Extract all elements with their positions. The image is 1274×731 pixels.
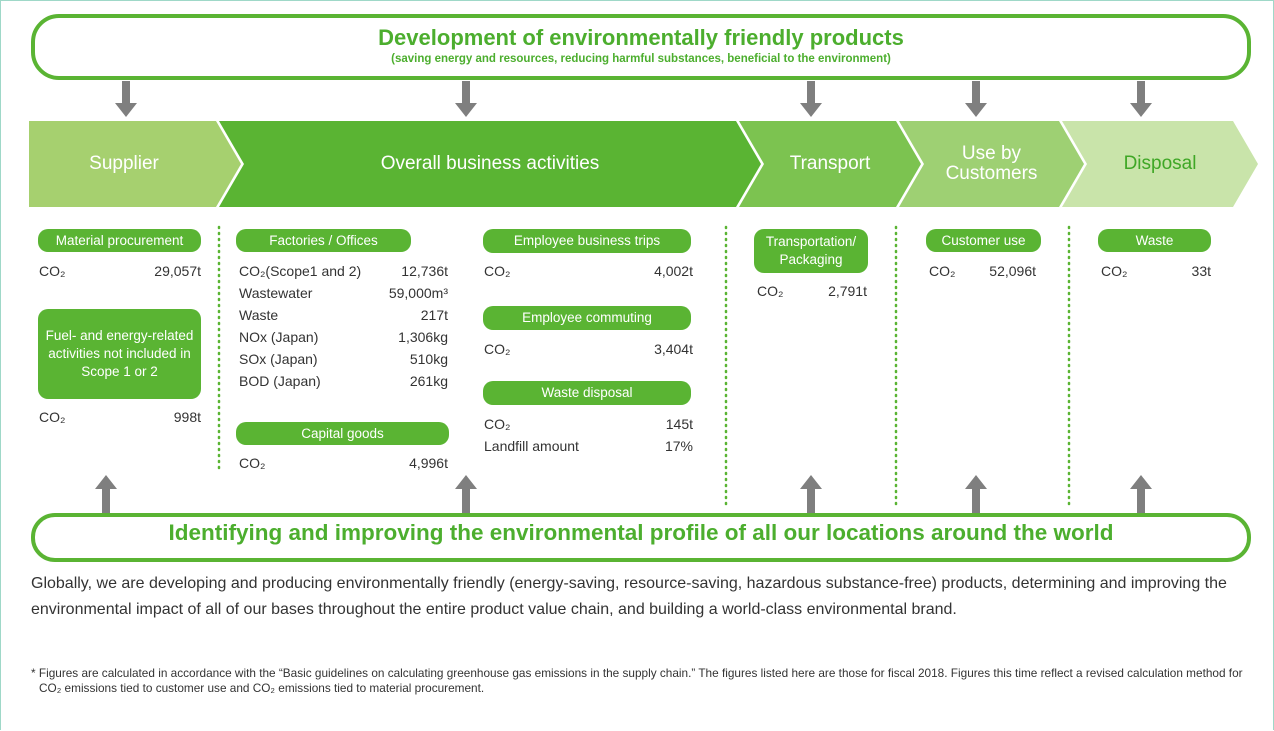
stage-label: Use by Customers xyxy=(945,143,1038,184)
group-label: Waste xyxy=(1098,229,1211,252)
top-title: Development of environmentally friendly … xyxy=(378,25,904,50)
row-name: CO₂ xyxy=(484,416,511,432)
row-name: CO₂ xyxy=(39,409,66,425)
row-name: CO₂(Scope1 and 2) xyxy=(239,263,362,279)
row-value: 3,404t xyxy=(654,341,693,357)
group-label: Transportation/ Packaging xyxy=(754,229,868,273)
row-name: CO₂ xyxy=(39,263,66,279)
group-label: Fuel- and energy-related activities not … xyxy=(38,309,201,399)
row-value: 145t xyxy=(665,416,693,432)
row-name: CO₂ xyxy=(929,263,956,279)
arrow xyxy=(95,475,117,513)
row-name: Waste xyxy=(239,307,279,323)
stage-label: Supplier xyxy=(89,153,159,174)
stage-label: Disposal xyxy=(1123,153,1197,174)
row-name: BOD (Japan) xyxy=(239,373,321,389)
row-value: 52,096t xyxy=(989,263,1036,279)
arrow xyxy=(115,81,137,117)
description: Globally, we are developing and producin… xyxy=(31,575,1227,618)
arrow xyxy=(1130,81,1152,117)
separators xyxy=(217,225,1071,508)
group-label: Waste disposal xyxy=(483,381,691,405)
row-name: CO₂ xyxy=(239,455,266,471)
group-label: Factories / Offices xyxy=(236,229,411,252)
group-label: Material procurement xyxy=(38,229,201,252)
row-value: 12,736t xyxy=(401,263,448,279)
group-label: Employee commuting xyxy=(483,306,691,330)
row-name: CO₂ xyxy=(1101,263,1128,279)
row-name: NOx (Japan) xyxy=(239,329,319,345)
row-name: CO₂ xyxy=(484,341,511,357)
stage-label: Transport xyxy=(789,153,871,174)
chevron xyxy=(1062,121,1258,207)
arrow xyxy=(455,81,477,117)
row-value: 17% xyxy=(664,438,693,454)
row-value: 510kg xyxy=(409,351,448,367)
row-value: 4,996t xyxy=(409,455,448,471)
chevron xyxy=(739,121,921,207)
bottom-banner-text: Identifying and improving the environmen… xyxy=(168,520,1114,545)
row-value: 1,306kg xyxy=(398,329,448,345)
group-label: Employee business trips xyxy=(483,229,691,253)
row-name: CO₂ xyxy=(757,283,784,299)
row-value: 261kg xyxy=(409,373,448,389)
row-value: 33t xyxy=(1191,263,1211,279)
row-value: 998t xyxy=(173,409,201,425)
arrow xyxy=(800,81,822,117)
arrow xyxy=(965,81,987,117)
arrow xyxy=(965,475,987,513)
row-value: 59,000m³ xyxy=(388,285,448,301)
chevrons xyxy=(29,121,1258,207)
stage-label: Overall business activities xyxy=(380,153,600,174)
bottom-banner xyxy=(31,513,1251,562)
chevron xyxy=(219,121,761,207)
top-banner xyxy=(31,14,1251,80)
row-value: 29,057t xyxy=(154,263,201,279)
top-subtitle: (saving energy and resources, reducing h… xyxy=(391,53,891,65)
row-name: Wastewater xyxy=(239,285,313,301)
row-name: SOx (Japan) xyxy=(239,351,318,367)
row-value: 4,002t xyxy=(654,263,693,279)
arrow xyxy=(455,475,477,513)
row-value: 2,791t xyxy=(828,283,867,299)
row-value: 217t xyxy=(420,307,448,323)
chevron xyxy=(899,121,1084,207)
arrow xyxy=(800,475,822,513)
footnote: * Figures are calculated in accordance w… xyxy=(31,666,1243,695)
arrow xyxy=(1130,475,1152,513)
group-label: Customer use xyxy=(926,229,1041,252)
row-name: Landfill amount xyxy=(484,438,579,454)
row-name: CO₂ xyxy=(484,263,511,279)
chevron xyxy=(29,121,241,207)
arrows xyxy=(95,81,1152,513)
group-label: Capital goods xyxy=(236,422,449,445)
